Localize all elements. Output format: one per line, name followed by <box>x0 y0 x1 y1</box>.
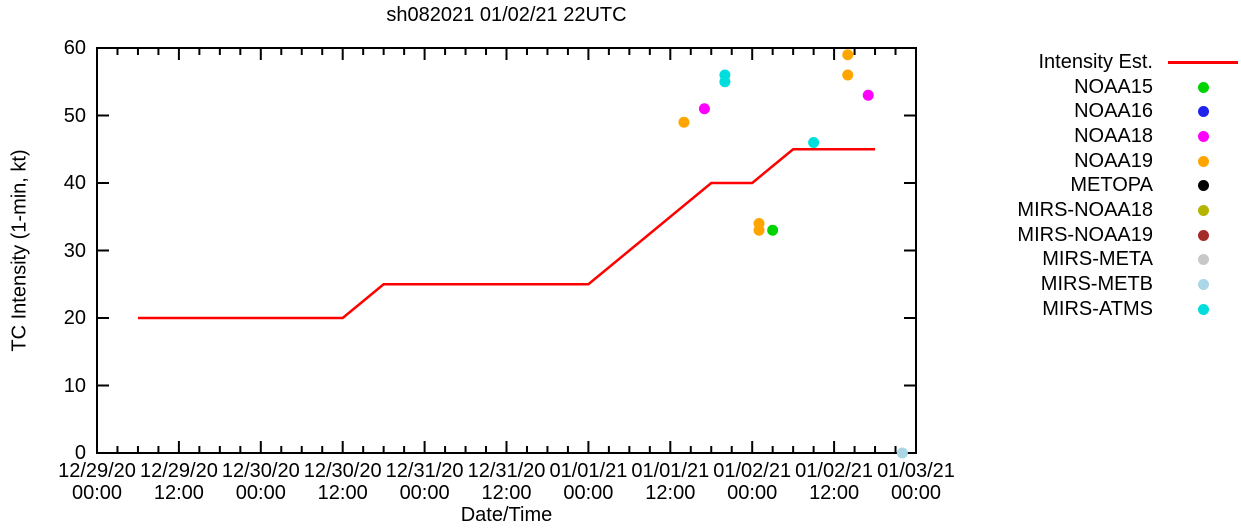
data-point-mirs-atms <box>719 76 731 88</box>
legend-dot-noaa19 <box>1197 155 1209 167</box>
legend-item-mirs-metb: MIRS-METB <box>983 272 1241 297</box>
data-point-noaa19 <box>842 69 854 81</box>
x-tick-time: 12:00 <box>317 482 368 504</box>
legend-label: METOPA <box>1070 174 1153 197</box>
legend-line-sample <box>1168 60 1238 64</box>
legend-dot-metopa <box>1197 180 1209 192</box>
legend-item-noaa16: NOAA16 <box>983 99 1241 124</box>
legend-label: NOAA19 <box>1074 149 1153 172</box>
legend-marker-zone <box>1165 229 1241 241</box>
x-tick-date: 12/31/20 <box>467 460 546 482</box>
legend-dot-noaa16 <box>1197 106 1209 118</box>
x-tick-time: 12:00 <box>481 482 532 504</box>
x-tick-date: 01/01/21 <box>631 460 710 482</box>
legend-item-noaa19: NOAA19 <box>983 149 1241 174</box>
x-tick-time: 12:00 <box>153 482 204 504</box>
x-tick-time: 12:00 <box>645 482 696 504</box>
plot-border <box>96 47 917 454</box>
legend-item-noaa18: NOAA18 <box>983 124 1241 149</box>
x-tick-time: 00:00 <box>235 482 286 504</box>
legend-label: MIRS-METB <box>1040 273 1153 296</box>
legend-dot-noaa15 <box>1197 81 1209 93</box>
legend-item-mirs-noaa18: MIRS-NOAA18 <box>983 198 1241 223</box>
y-tick-label-10: 10 <box>63 374 86 397</box>
data-point-noaa19 <box>753 224 765 236</box>
legend-label: MIRS-NOAA19 <box>1017 223 1153 246</box>
data-point-noaa15 <box>767 224 779 236</box>
legend-marker-zone <box>1165 60 1241 64</box>
y-tick-label-60: 60 <box>63 37 86 59</box>
legend-marker-zone <box>1165 279 1241 291</box>
legend-marker-zone <box>1165 254 1241 266</box>
legend-label: NOAA18 <box>1074 124 1153 147</box>
x-tick-time: 00:00 <box>890 482 942 504</box>
x-tick-date: 01/02/21 <box>795 460 874 482</box>
legend-marker-zone <box>1165 155 1241 167</box>
x-tick-date: 12/30/20 <box>221 460 300 482</box>
legend-label: NOAA16 <box>1074 100 1153 123</box>
x-tick-date: 12/30/20 <box>303 460 382 482</box>
y-tick-label-20: 20 <box>63 307 86 329</box>
legend-dot-mirs-noaa18 <box>1197 204 1209 216</box>
x-tick-time: 00:00 <box>71 482 123 504</box>
legend-label: MIRS-ATMS <box>1042 297 1153 320</box>
y-tick-label-40: 40 <box>63 172 86 194</box>
legend-label: MIRS-META <box>1042 248 1153 271</box>
x-tick-time: 00:00 <box>563 482 614 504</box>
x-tick-time: 00:00 <box>399 482 450 504</box>
legend-dot-mirs-meta <box>1197 254 1209 266</box>
data-point-noaa19 <box>678 116 690 128</box>
legend-dot-noaa18 <box>1197 130 1209 142</box>
legend-marker-zone <box>1165 106 1241 118</box>
chart-title: sh082021 01/02/21 22UTC <box>386 4 627 26</box>
legend-dot-mirs-atms <box>1197 303 1209 315</box>
legend-marker-zone <box>1165 180 1241 192</box>
legend-dot-mirs-metb <box>1197 279 1209 291</box>
data-point-noaa19 <box>842 49 854 61</box>
y-tick-label-50: 50 <box>63 104 86 127</box>
x-tick-time: 12:00 <box>809 482 860 504</box>
legend-item-mirs-noaa19: MIRS-NOAA19 <box>983 223 1241 248</box>
intensity-line <box>137 148 876 320</box>
x-tick-time: 00:00 <box>727 482 778 504</box>
data-point-noaa18 <box>698 103 710 115</box>
data-point-mirs-atms <box>808 137 820 148</box>
x-tick-date: 12/31/20 <box>385 460 464 482</box>
x-tick-date: 12/29/20 <box>58 460 136 482</box>
x-tick-date: 01/01/21 <box>549 460 628 482</box>
legend-label: Intensity Est. <box>1038 50 1154 73</box>
legend-item-mirs-meta: MIRS-META <box>983 248 1241 273</box>
legend-dot-mirs-noaa19 <box>1197 229 1209 241</box>
legend-item-metopa: METOPA <box>983 173 1241 198</box>
y-tick-label-30: 30 <box>63 239 86 262</box>
legend-label: MIRS-NOAA18 <box>1017 198 1153 221</box>
y-tick-label-0: 0 <box>74 442 86 464</box>
data-point-mirs-metb <box>896 447 908 459</box>
x-tick-date: 12/29/20 <box>139 460 218 482</box>
x-tick-date: 01/02/21 <box>713 460 792 482</box>
legend: Intensity Est. NOAA15 NOAA16 NOAA18 NOAA19 ME… <box>983 50 1241 322</box>
data-point-noaa18 <box>862 89 874 101</box>
legend-marker-zone <box>1165 81 1241 93</box>
legend-item-noaa15: NOAA15 <box>983 75 1241 100</box>
legend-item-mirs-atms: MIRS-ATMS <box>983 297 1241 322</box>
legend-item-intensity est.: Intensity Est. <box>983 50 1241 75</box>
x-tick-date: 01/03/21 <box>877 460 955 482</box>
legend-marker-zone <box>1165 303 1241 315</box>
legend-label: NOAA15 <box>1074 75 1153 98</box>
x-axis-label: Date/Time <box>460 504 553 526</box>
legend-marker-zone <box>1165 130 1241 142</box>
legend-marker-zone <box>1165 204 1241 216</box>
